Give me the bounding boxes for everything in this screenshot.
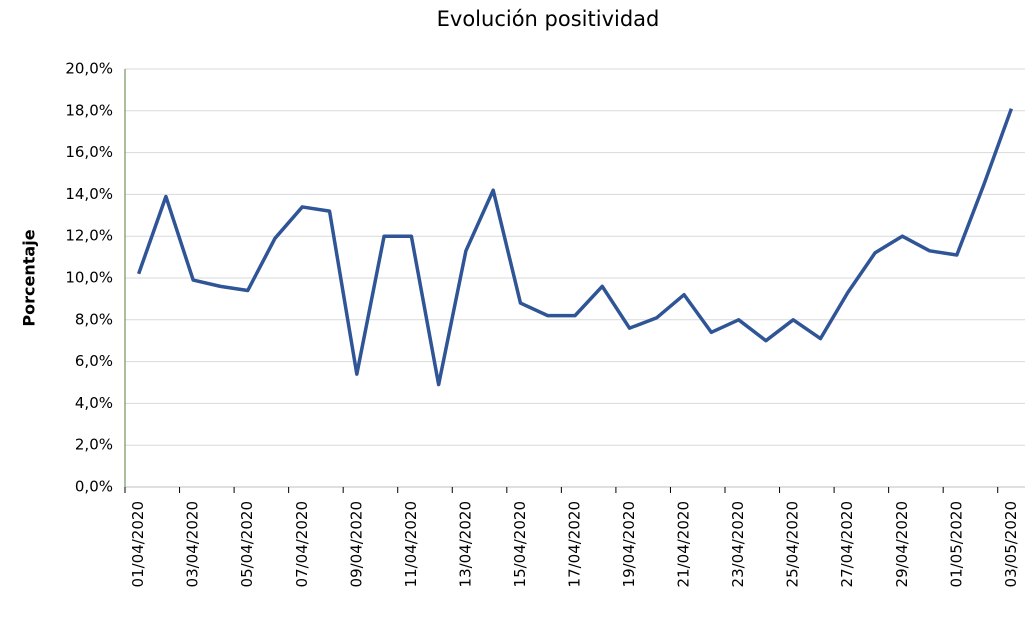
- x-tick-label: 19/04/2020: [620, 501, 638, 587]
- data-line: [136, 108, 1014, 387]
- x-tick-label: 27/04/2020: [838, 501, 856, 587]
- x-tick-label: 21/04/2020: [675, 501, 693, 587]
- x-tick-label: 09/04/2020: [347, 501, 365, 587]
- x-tick-label: 03/04/2020: [184, 501, 202, 587]
- x-tick-label: 05/04/2020: [238, 501, 256, 587]
- y-axis-label: Porcentaje: [20, 229, 39, 326]
- x-tick-label: 07/04/2020: [293, 501, 311, 587]
- y-tick-label: 0,0%: [75, 478, 113, 496]
- y-tick-label: 6,0%: [75, 352, 113, 370]
- y-tick-label: 14,0%: [65, 185, 113, 203]
- y-tick-label: 12,0%: [65, 227, 113, 245]
- x-tick-label: 01/05/2020: [947, 501, 965, 587]
- x-tick-label: 29/04/2020: [893, 501, 911, 587]
- y-tick-label: 4,0%: [75, 394, 113, 412]
- chart-title: Evolución positividad: [437, 7, 660, 31]
- x-tick-label: 17/04/2020: [566, 501, 584, 587]
- x-tick-label: 13/04/2020: [456, 501, 474, 587]
- x-tick-label: 11/04/2020: [402, 501, 420, 587]
- x-tick-label: 01/04/2020: [129, 501, 147, 587]
- y-tick-label: 8,0%: [75, 310, 113, 328]
- x-tick-label: 25/04/2020: [784, 501, 802, 587]
- x-tick-label: 23/04/2020: [729, 501, 747, 587]
- y-tick-label: 2,0%: [75, 436, 113, 454]
- y-tick-label: 10,0%: [65, 269, 113, 287]
- y-tick-label: 18,0%: [65, 101, 113, 119]
- y-tick-label: 20,0%: [65, 60, 113, 78]
- x-tick-label: 15/04/2020: [511, 501, 529, 587]
- x-tick-label: 03/05/2020: [1002, 501, 1020, 587]
- y-tick-label: 16,0%: [65, 143, 113, 161]
